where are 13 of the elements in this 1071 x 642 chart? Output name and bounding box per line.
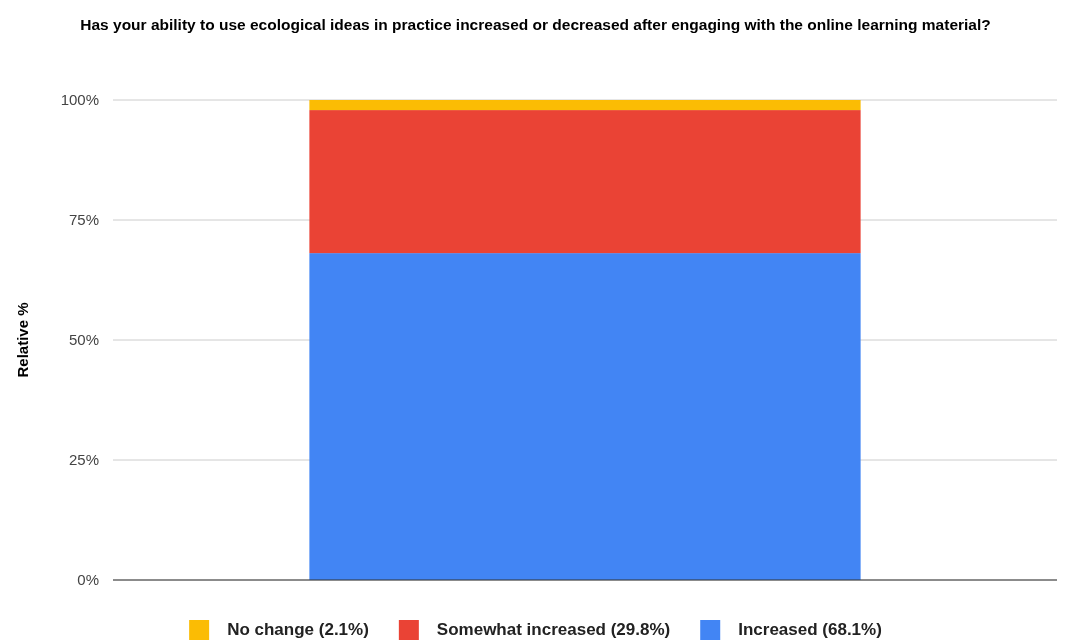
- bar: [309, 253, 861, 580]
- y-tick-label: 75%: [68, 211, 99, 229]
- y-tick-label: 100%: [60, 91, 99, 109]
- y-tick-label: 50%: [68, 331, 99, 349]
- legend-label: No change (2.1%): [227, 620, 369, 639]
- y-tick-label: 0%: [77, 571, 99, 589]
- bar: [309, 100, 861, 111]
- legend-label: Increased (68.1%): [738, 620, 882, 639]
- y-axis-title: Relative %: [14, 302, 31, 378]
- legend-label: Somewhat increased (29.8%): [436, 620, 671, 639]
- chart-title: Has your ability to use ecological ideas in practice increased or decreased after engaging with the online learning material?: [80, 16, 991, 33]
- bar: [309, 110, 861, 254]
- y-tick-label: 25%: [68, 451, 99, 469]
